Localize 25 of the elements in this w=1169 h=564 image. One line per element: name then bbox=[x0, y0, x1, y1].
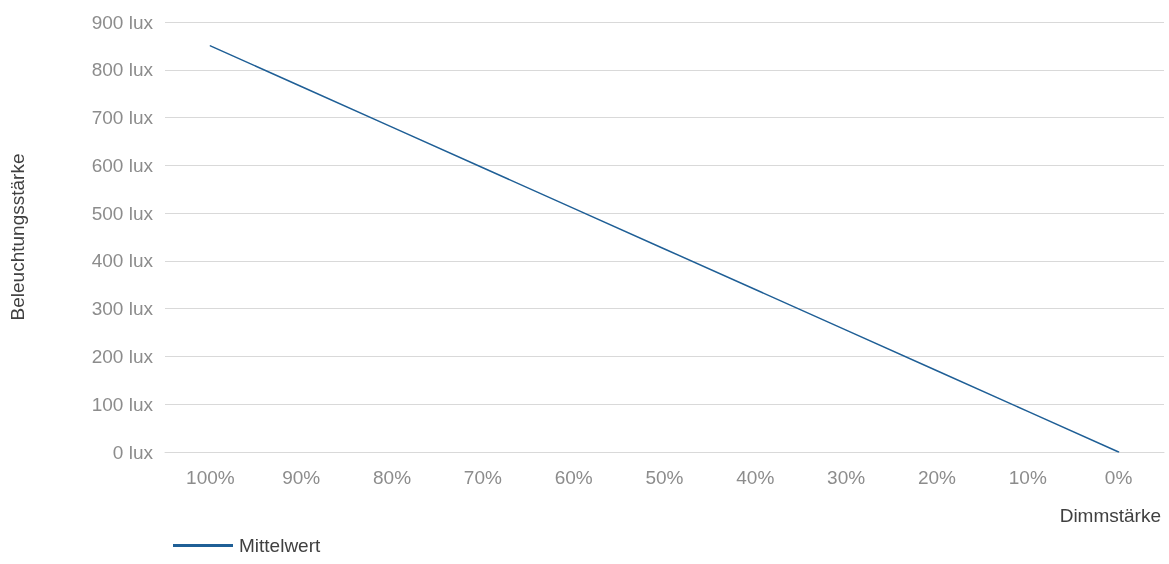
x-tick-label: 80% bbox=[373, 467, 412, 488]
x-tick-label: 90% bbox=[282, 467, 321, 488]
line-series bbox=[209, 45, 1120, 453]
x-axis-title: Dimmstärke bbox=[1059, 505, 1162, 526]
legend-label: Mittelwert bbox=[239, 535, 322, 556]
y-tick-label: 400 lux bbox=[91, 250, 154, 272]
y-axis-title: Beleuchtungsstärke bbox=[7, 153, 28, 321]
y-tick-label: 500 lux bbox=[91, 202, 154, 224]
y-tick-label: 300 lux bbox=[91, 298, 154, 320]
y-tick-label: 200 lux bbox=[91, 345, 154, 367]
x-tick-label: 0% bbox=[1104, 467, 1133, 488]
x-tick-label: 10% bbox=[1008, 467, 1047, 488]
y-tick-label: 0 lux bbox=[112, 441, 154, 463]
x-tick-label: 40% bbox=[736, 467, 775, 488]
x-tick-label: 30% bbox=[827, 467, 866, 488]
y-tick-label: 800 lux bbox=[91, 59, 154, 81]
x-tick-label: 70% bbox=[463, 467, 502, 488]
y-tick-label: 100 lux bbox=[91, 393, 154, 415]
y-tick-label: 700 lux bbox=[91, 107, 154, 129]
x-tick-label: 20% bbox=[917, 467, 957, 488]
y-tick-label: 900 lux bbox=[91, 11, 154, 33]
x-tick-label: 60% bbox=[554, 467, 593, 488]
x-tick-label: 50% bbox=[645, 467, 684, 488]
x-tick-label: 100% bbox=[186, 467, 235, 488]
y-tick-label: 600 lux bbox=[91, 154, 154, 176]
